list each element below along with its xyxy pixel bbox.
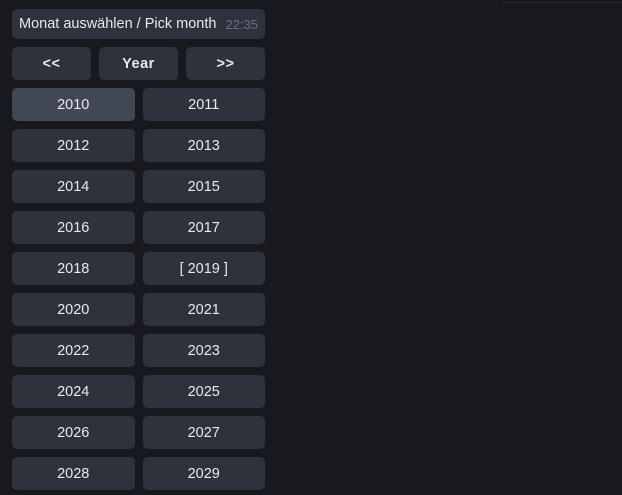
year-button-2026[interactable]: 2026 xyxy=(12,416,135,449)
picker-header: Monat auswählen / Pick month 22:35 xyxy=(12,9,265,39)
year-button-2010[interactable]: 2010 xyxy=(12,88,135,121)
picker-nav-row: << Year >> xyxy=(12,47,265,80)
year-button-2014[interactable]: 2014 xyxy=(12,170,135,203)
year-button-2023[interactable]: 2023 xyxy=(142,334,265,367)
year-button-2013[interactable]: 2013 xyxy=(142,129,265,162)
year-button-2012[interactable]: 2012 xyxy=(12,129,135,162)
year-button-2016[interactable]: 2016 xyxy=(12,211,135,244)
year-button-2021[interactable]: 2021 xyxy=(142,293,265,326)
prev-period-button[interactable]: << xyxy=(12,47,91,80)
year-button-2015[interactable]: 2015 xyxy=(142,170,265,203)
year-picker-panel: Monat auswählen / Pick month 22:35 << Ye… xyxy=(0,0,277,490)
year-button-2024[interactable]: 2024 xyxy=(12,375,135,408)
year-button-2027[interactable]: 2027 xyxy=(142,416,265,449)
year-button-2029[interactable]: 2029 xyxy=(142,457,265,490)
picker-title: Monat auswählen / Pick month xyxy=(19,15,217,32)
year-button-2018[interactable]: 2018 xyxy=(12,252,135,285)
year-button-2019[interactable]: [ 2019 ] xyxy=(142,252,265,285)
clock-label: 22:35 xyxy=(225,16,259,32)
year-grid: 2010 2011 2012 2013 2014 2015 2016 2017 2018[ 20… xyxy=(12,88,265,490)
top-edge-divider xyxy=(503,2,622,3)
year-button-2020[interactable]: 2020 xyxy=(12,293,135,326)
year-button-2011[interactable]: 2011 xyxy=(142,88,265,121)
year-button-2017[interactable]: 2017 xyxy=(142,211,265,244)
view-mode-button[interactable]: Year xyxy=(99,47,178,80)
year-button-2028[interactable]: 2028 xyxy=(12,457,135,490)
next-period-button[interactable]: >> xyxy=(186,47,265,80)
year-button-2022[interactable]: 2022 xyxy=(12,334,135,367)
year-button-2025[interactable]: 2025 xyxy=(142,375,265,408)
